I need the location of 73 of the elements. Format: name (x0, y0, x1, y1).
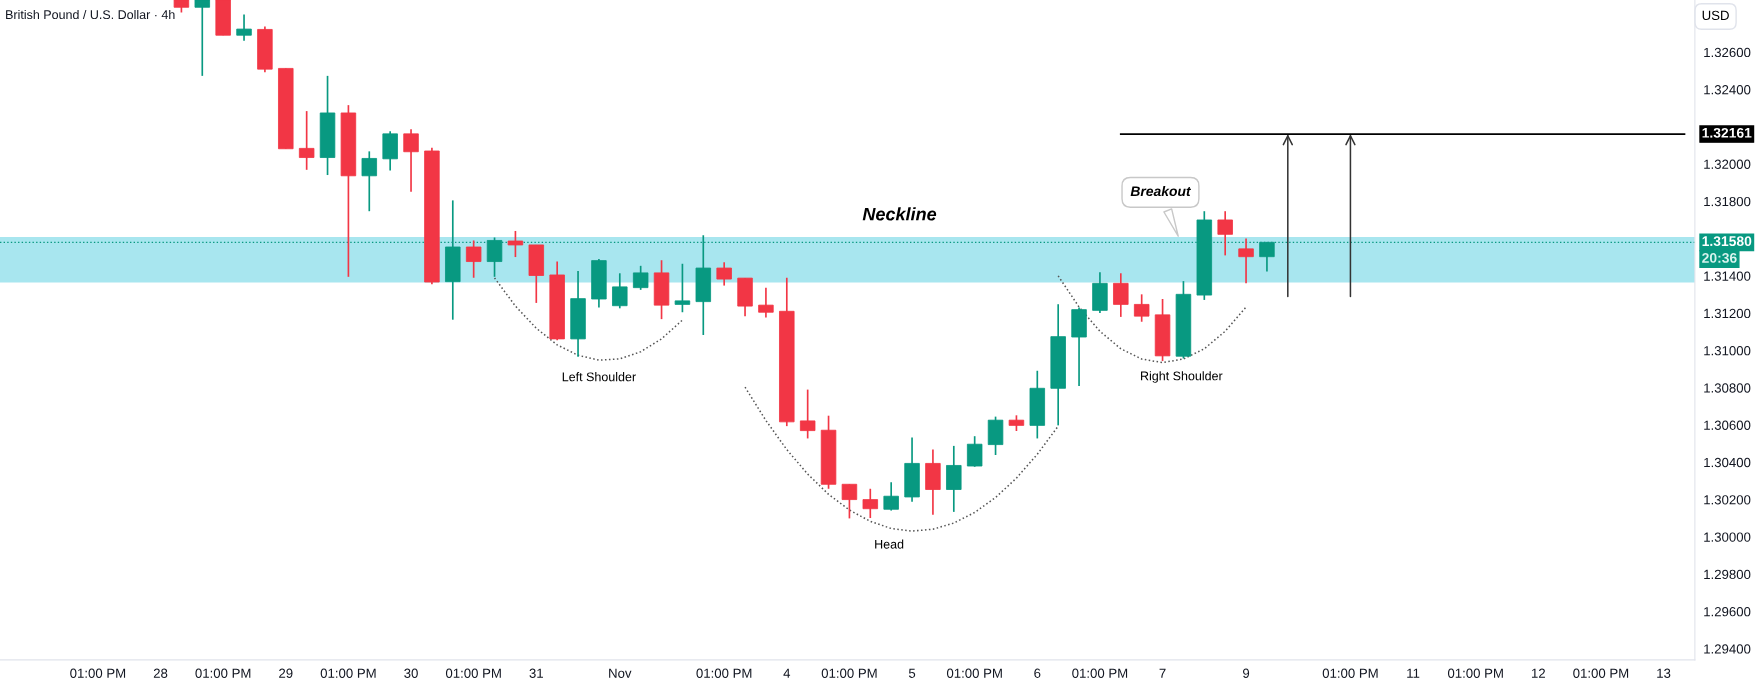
x-tick-label: 13 (1657, 668, 1671, 678)
x-tick-label: 30 (404, 668, 418, 678)
ref-line-label: 1.31580 (1702, 236, 1752, 247)
candlestick (1217, 210, 1233, 257)
annotation: Breakout (1130, 185, 1192, 197)
y-tick-label: 1.31200 (1704, 308, 1751, 319)
x-tick-label: 01:00 PM (195, 668, 251, 678)
x-tick-label: 5 (908, 668, 916, 678)
candlestick (507, 230, 524, 258)
line-series (1057, 275, 1247, 364)
x-tick-label: 12 (1531, 668, 1545, 678)
text: 20:36 (1702, 253, 1737, 263)
y-tick-label: 1.29600 (1704, 606, 1751, 617)
x-tick-label: 6 (1034, 668, 1041, 678)
y-tick-label: 1.32400 (1704, 85, 1751, 95)
x-tick-label: 4 (783, 668, 791, 678)
x-tick-label: Nov (609, 668, 632, 678)
y-tick-label: 1.32600 (1704, 47, 1751, 58)
x-tick-label: 01:00 PM (70, 668, 126, 678)
y-tick-label: 1.30000 (1704, 532, 1751, 542)
candlestick (966, 435, 983, 468)
text: 1.32161 (1702, 127, 1752, 138)
candlestick (862, 487, 879, 519)
candlestick (1238, 237, 1254, 285)
x-tick-label: 01:00 PM (821, 668, 877, 678)
y-tick-label: 1.29800 (1704, 569, 1751, 580)
candlestick (298, 110, 315, 171)
x-tick-label: 29 (279, 668, 293, 678)
annotation: Left Shoulder (562, 372, 636, 382)
x-tick-label: 01:00 PM (1322, 668, 1378, 678)
candlestick (1113, 272, 1129, 318)
x-tick-label: 01:00 PM (1447, 668, 1503, 678)
line-series (493, 277, 684, 361)
candlestick (361, 150, 378, 213)
band-label: Neckline (862, 207, 937, 221)
x-tick-label: 01:00 PM (1573, 668, 1629, 678)
y-tick-label: 1.30200 (1704, 495, 1751, 505)
y-tick-label: 1.30800 (1704, 383, 1751, 393)
y-tick-label: 1.31800 (1704, 196, 1751, 207)
text: British Pound / U.S. Dollar · 4h (6, 9, 175, 20)
x-tick-label: 01:00 PM (1072, 668, 1128, 678)
candlestick (841, 483, 858, 520)
x-tick-label: 28 (153, 668, 168, 678)
x-tick-label: 7 (1159, 668, 1166, 678)
candlestick (612, 272, 628, 310)
x-tick-label: 01:00 PM (696, 668, 752, 678)
candlestick (403, 128, 419, 193)
x-tick-label: 11 (1407, 668, 1420, 678)
candlestick (632, 264, 649, 291)
candlestick (883, 481, 899, 512)
line-series (744, 386, 1059, 532)
y-tick-label: 1.30600 (1704, 420, 1751, 430)
annotation: Right Shoulder (1141, 371, 1223, 383)
y-tick-label: 1.32000 (1704, 159, 1751, 169)
candlestick (758, 286, 774, 319)
candlestick (1133, 293, 1150, 323)
annotation: Head (875, 539, 904, 549)
y-tick-label: 1.31400 (1704, 271, 1751, 281)
candlestick (799, 388, 816, 440)
candlestick (465, 239, 482, 279)
x-tick-label: 01:00 PM (320, 668, 376, 678)
candlestick (674, 262, 691, 314)
x-tick-label: 01:00 PM (445, 668, 501, 678)
x-tick-label: 31 (529, 668, 543, 678)
x-tick-label: 9 (1243, 668, 1250, 678)
candlestick (236, 13, 252, 42)
candlestick (716, 261, 732, 287)
x-tick-label: 01:00 PM (946, 668, 1002, 678)
candlestick (194, 0, 211, 77)
y-tick-label: 1.31000 (1704, 346, 1751, 356)
y-tick-label: 1.29400 (1704, 644, 1751, 654)
y-axis-title: USD (1702, 10, 1729, 21)
y-tick-label: 1.30400 (1704, 457, 1751, 468)
